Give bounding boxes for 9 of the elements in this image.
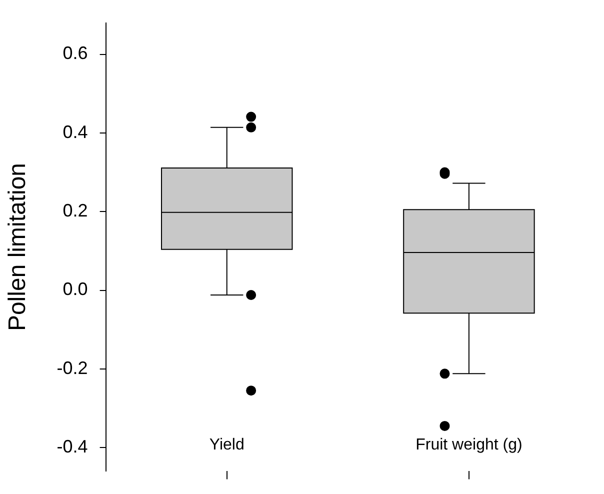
y-tick-label: -0.2 [56,358,88,378]
y-tick-label: 0.0 [62,279,88,300]
y-tick-label: 0.2 [62,200,88,221]
y-tick-label: -0.4 [56,436,88,457]
y-tick-label: 0.4 [62,122,88,142]
x-tick-label: Yield [209,436,244,454]
y-axis-title: Pollen limitation [4,162,32,332]
y-tick-label: 0.6 [62,43,88,64]
x-tick-label: Fruit weight (g) [416,436,522,454]
